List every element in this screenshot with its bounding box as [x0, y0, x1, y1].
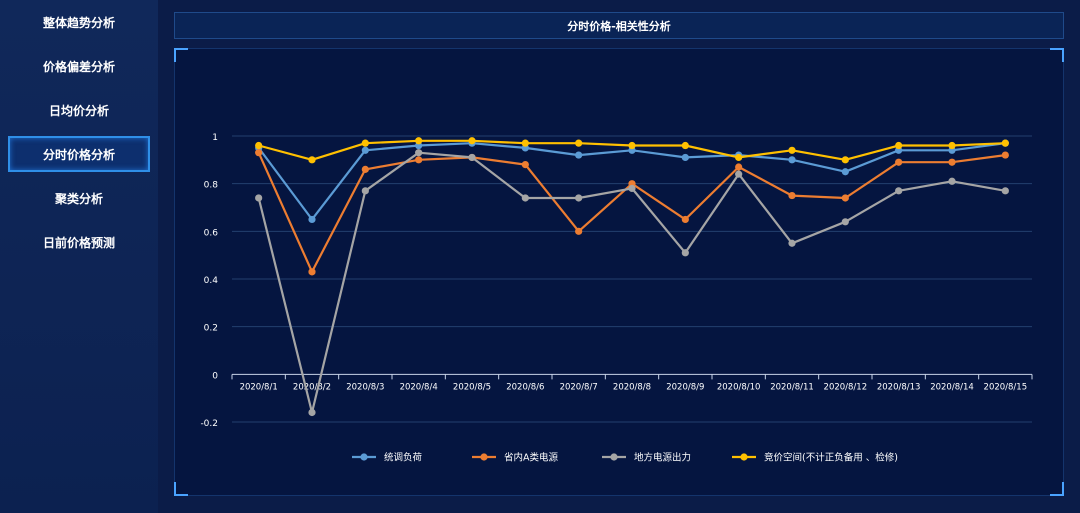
data-point-series-4 [521, 139, 529, 147]
data-point-series-3 [681, 249, 689, 257]
data-point-series-1 [361, 146, 369, 154]
data-point-series-3 [415, 149, 423, 157]
data-point-series-4 [735, 153, 743, 162]
data-point-series-2 [521, 161, 529, 169]
data-point-series-3 [468, 153, 476, 162]
x-tick-label: 2020/8/2 [293, 382, 331, 392]
data-point-series-2 [735, 163, 743, 171]
data-point-series-2 [255, 149, 263, 157]
x-tick-label: 2020/8/9 [666, 382, 704, 392]
data-point-series-3 [948, 177, 956, 185]
data-point-series-4 [468, 137, 476, 145]
x-tick-label: 2020/8/6 [506, 382, 544, 392]
main-content: 分时价格-相关性分析 -0.2 0 0.2 0.4 0.6 0.8 1 2020/8/1 202… [158, 0, 1080, 513]
data-point-series-3 [628, 184, 636, 193]
data-point-series-3 [1001, 187, 1009, 195]
x-tick-label: 2020/8/12 [824, 382, 868, 392]
x-tick-label: 2020/8/10 [717, 382, 761, 392]
y-tick-label: 1 [212, 133, 218, 143]
x-tick-label: 2020/8/5 [453, 382, 491, 392]
x-tick-label: 2020/8/1 [240, 382, 278, 392]
legend-label-4: 竞价空间(不计正负备用 、检修) [764, 452, 898, 464]
series-line-2 [257, 152, 1006, 273]
data-point-series-2 [788, 191, 796, 200]
line-chart: -0.2 0 0.2 0.4 0.6 0.8 1 2020/8/1 2020/8/2 2020/8… [200, 133, 1033, 464]
legend-label-1: 统调负荷 [384, 452, 423, 464]
data-point-series-4 [1001, 139, 1009, 147]
x-tick-label: 2020/8/8 [613, 382, 651, 392]
y-tick-label: 0 [212, 371, 218, 381]
x-tick-label: 2020/8/3 [346, 382, 384, 392]
data-point-series-4 [575, 139, 583, 147]
corner-decoration [1050, 48, 1064, 62]
corner-decoration [174, 482, 188, 496]
legend-marker-2 [480, 453, 488, 461]
legend-marker-4 [740, 453, 748, 461]
x-tick-label: 2020/8/13 [877, 382, 921, 392]
data-point-series-4 [361, 139, 369, 147]
legend-marker-1 [360, 453, 368, 461]
sidebar-item-price-deviation[interactable]: 价格偏差分析 [42, 59, 115, 74]
data-point-series-1 [308, 215, 316, 224]
data-point-series-2 [681, 215, 689, 224]
data-point-series-3 [308, 408, 316, 417]
y-tick-label: -0.2 [200, 419, 218, 429]
corner-decoration [1050, 482, 1064, 496]
data-point-series-1 [788, 156, 796, 164]
corner-decoration [174, 48, 188, 62]
legend-marker-3 [610, 453, 618, 461]
data-point-series-4 [681, 141, 689, 150]
sidebar-item-day-ahead-forecast[interactable]: 日前价格预测 [42, 235, 115, 250]
data-point-series-4 [255, 141, 263, 150]
sidebar: 整体趋势分析 价格偏差分析 日均价分析 分时价格分析 聚类分析 日前价格预测 [0, 0, 159, 513]
sidebar-item-time-of-day-price[interactable]: 分时价格分析 [8, 136, 150, 172]
data-point-series-1 [681, 153, 689, 162]
data-point-series-4 [895, 141, 903, 150]
data-point-series-2 [895, 158, 903, 166]
y-tick-label: 0.4 [204, 276, 219, 286]
data-point-series-4 [308, 156, 316, 164]
x-tick-label: 2020/8/14 [930, 382, 974, 392]
sidebar-item-overall-trend[interactable]: 整体趋势分析 [42, 15, 115, 30]
y-tick-label: 0.6 [204, 228, 219, 238]
legend-label-2: 省内A类电源 [504, 452, 558, 464]
data-point-series-4 [948, 141, 956, 150]
data-point-series-3 [575, 194, 583, 202]
y-tick-label: 0.8 [204, 181, 219, 191]
data-point-series-2 [948, 158, 956, 166]
data-point-series-4 [841, 156, 849, 164]
chart-title-bar: 分时价格-相关性分析 [174, 12, 1064, 39]
data-point-series-4 [415, 137, 423, 145]
x-tick-label: 2020/8/11 [770, 382, 814, 392]
x-tick-label: 2020/8/4 [400, 382, 438, 392]
data-point-series-3 [788, 239, 796, 247]
data-point-series-3 [255, 194, 263, 202]
data-point-series-3 [895, 187, 903, 195]
x-tick-label: 2020/8/15 [984, 382, 1028, 392]
data-point-series-2 [575, 227, 583, 235]
data-point-series-2 [361, 165, 369, 173]
data-point-series-3 [735, 170, 743, 178]
data-point-series-3 [521, 194, 529, 202]
data-point-series-2 [841, 194, 849, 202]
data-point-series-4 [628, 141, 636, 150]
legend-label-3: 地方电源出力 [634, 452, 691, 464]
data-point-series-2 [415, 156, 423, 164]
data-point-series-2 [1001, 151, 1009, 159]
sidebar-item-daily-average-price[interactable]: 日均价分析 [48, 103, 109, 118]
data-point-series-4 [788, 146, 796, 154]
data-point-series-2 [308, 268, 316, 276]
data-point-series-1 [575, 151, 583, 159]
data-point-series-1 [841, 168, 849, 176]
page-title: 分时价格-相关性分析 [567, 19, 671, 33]
data-point-series-3 [361, 187, 369, 195]
x-tick-label: 2020/8/7 [560, 382, 598, 392]
y-tick-label: 0.2 [204, 324, 218, 334]
data-point-series-3 [841, 218, 849, 226]
sidebar-item-clustering[interactable]: 聚类分析 [54, 191, 103, 206]
chart-panel: -0.2 0 0.2 0.4 0.6 0.8 1 2020/8/1 2020/8/2 2020/8… [174, 48, 1064, 496]
